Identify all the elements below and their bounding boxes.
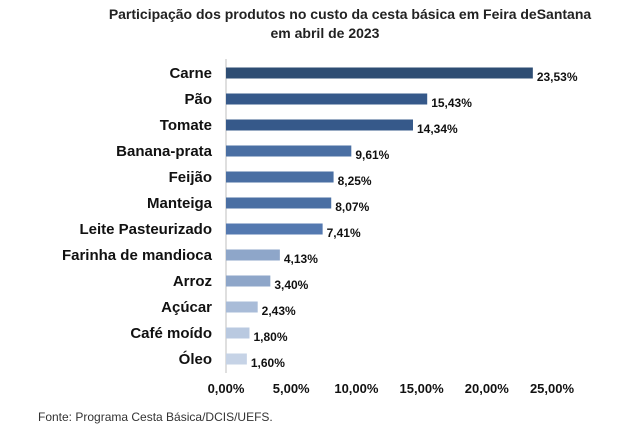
source-note: Fonte: Programa Cesta Básica/DCIS/UEFS. <box>38 410 273 424</box>
bar-4 <box>226 171 334 183</box>
bar-2 <box>226 119 413 131</box>
category-label: Café moído <box>130 325 212 342</box>
category-label: Banana-prata <box>116 143 213 160</box>
bar-1 <box>226 93 428 105</box>
x-tick-label: 5,00% <box>273 381 310 396</box>
category-label: Farinha de mandioca <box>62 247 213 264</box>
category-label: Leite Pasteurizado <box>79 221 212 238</box>
value-label: 1,80% <box>253 330 287 344</box>
bar-0 <box>226 67 533 79</box>
chart-title-line-2: em abril de 2023 <box>270 25 380 41</box>
category-label: Arroz <box>173 273 212 290</box>
bar-5 <box>226 197 332 209</box>
bar-10 <box>226 327 250 339</box>
value-label: 15,43% <box>431 96 472 110</box>
value-label: 8,25% <box>338 174 372 188</box>
value-label: 14,34% <box>417 122 458 136</box>
x-tick-label: 0,00% <box>208 381 245 396</box>
value-label: 9,61% <box>355 148 389 162</box>
bar-6 <box>226 223 323 235</box>
category-label: Pão <box>184 91 212 108</box>
value-label: 23,53% <box>537 70 578 84</box>
category-label: Óleo <box>179 350 212 368</box>
bar-9 <box>226 301 258 313</box>
x-tick-label: 15,00% <box>400 381 445 396</box>
bar-3 <box>226 145 352 157</box>
category-label: Manteiga <box>147 195 213 212</box>
chart-title-line-1: Participação dos produtos no custo da ce… <box>108 6 592 22</box>
x-tick-label: 25,00% <box>530 381 575 396</box>
value-label: 2,43% <box>262 304 296 318</box>
value-label: 3,40% <box>274 278 308 292</box>
category-label: Feijão <box>169 169 212 186</box>
category-label: Açúcar <box>161 299 212 316</box>
bar-7 <box>226 249 280 261</box>
value-label: 1,60% <box>251 356 285 370</box>
category-label: Tomate <box>160 117 212 134</box>
category-label: Carne <box>169 65 212 82</box>
bar-11 <box>226 353 247 365</box>
value-label: 4,13% <box>284 252 318 266</box>
x-tick-label: 20,00% <box>465 381 510 396</box>
bar-8 <box>226 275 271 287</box>
x-tick-label: 10,00% <box>334 381 379 396</box>
value-label: 8,07% <box>335 200 369 214</box>
value-label: 7,41% <box>327 226 361 240</box>
